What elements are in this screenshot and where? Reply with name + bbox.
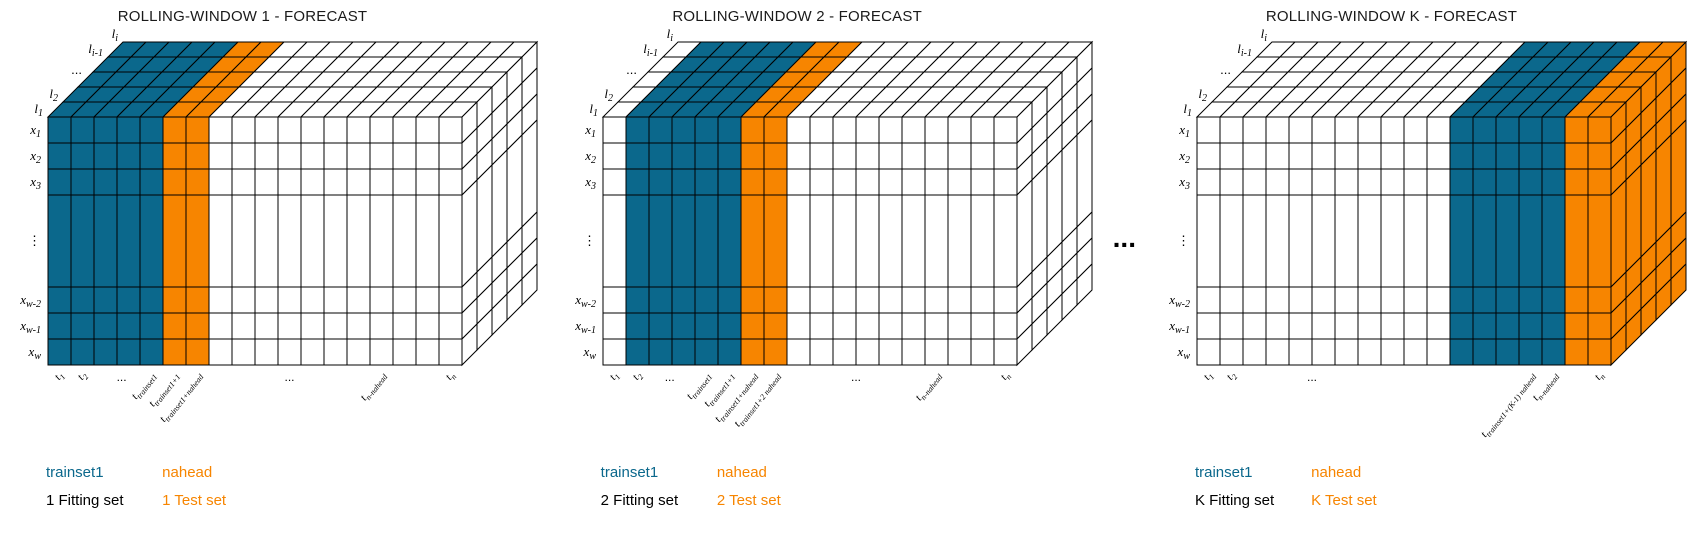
cube-front-face <box>602 116 1018 366</box>
svg-text:x2: x2 <box>29 148 41 166</box>
legend-color-row: trainset1 nahead <box>46 465 545 480</box>
legend: trainset1 nahead 2 Fitting set 2 Test se… <box>601 465 1100 508</box>
svg-text:...: ... <box>117 370 127 384</box>
svg-text:li: li <box>112 26 119 44</box>
legend: trainset1 nahead K Fitting set K Test se… <box>1195 465 1694 508</box>
svg-text:li-1: li-1 <box>1237 41 1252 59</box>
legend-test-set-label: K Test set <box>1311 492 1377 509</box>
legend: trainset1 nahead 1 Fitting set 1 Test se… <box>46 465 545 508</box>
cube-top-face <box>46 41 539 118</box>
ellipsis-separator: ... <box>1112 222 1136 253</box>
legend-fitting-set-label: 2 Fitting set <box>600 492 679 509</box>
svg-text:l2: l2 <box>604 86 613 104</box>
svg-text:t1: t1 <box>52 369 67 383</box>
svg-text:t2: t2 <box>1224 369 1239 383</box>
legend-nahead-label: nahead <box>1311 464 1362 481</box>
svg-text:l1: l1 <box>589 101 598 119</box>
svg-text:xw-1: xw-1 <box>1168 318 1190 336</box>
svg-text:x3: x3 <box>29 174 41 192</box>
svg-text:tn: tn <box>998 369 1013 383</box>
svg-text:tn-nahead: tn-nahead <box>913 369 945 405</box>
svg-text:t2: t2 <box>75 369 90 383</box>
svg-text:x3: x3 <box>584 174 596 192</box>
svg-text:li-1: li-1 <box>643 41 658 59</box>
svg-text:⋮: ⋮ <box>1177 233 1190 248</box>
legend-set-row: 2 Fitting set 2 Test set <box>601 493 1100 508</box>
svg-text:t1: t1 <box>607 369 622 383</box>
cube-right-face <box>1610 40 1687 367</box>
svg-text:⋮: ⋮ <box>583 233 596 248</box>
panel-title: ROLLING-WINDOW 2 - FORECAST <box>672 8 922 25</box>
legend-nahead-label: nahead <box>716 464 767 481</box>
svg-text:xw: xw <box>1177 344 1191 362</box>
svg-text:...: ... <box>664 370 674 384</box>
svg-text:xw: xw <box>582 344 596 362</box>
legend-color-row: trainset1 nahead <box>1195 465 1694 480</box>
panel-title: ROLLING-WINDOW 1 - FORECAST <box>117 8 368 25</box>
svg-text:...: ... <box>71 62 82 77</box>
svg-text:xw-1: xw-1 <box>19 318 41 336</box>
cube-front-face <box>47 116 463 366</box>
svg-text:xw-2: xw-2 <box>1168 292 1190 310</box>
svg-text:...: ... <box>284 370 294 384</box>
legend-color-row: trainset1 nahead <box>601 465 1100 480</box>
svg-text:xw-1: xw-1 <box>574 318 596 336</box>
legend-set-row: K Fitting set K Test set <box>1195 493 1694 508</box>
legend-test-set-label: 1 Test set <box>162 492 227 509</box>
svg-text:l1: l1 <box>34 101 43 119</box>
svg-text:li: li <box>666 26 673 44</box>
panel-title: ROLLING-WINDOW K - FORECAST <box>1265 8 1518 25</box>
legend-trainset-label: trainset1 <box>600 464 659 481</box>
svg-text:xw-2: xw-2 <box>574 292 596 310</box>
svg-text:...: ... <box>851 370 861 384</box>
svg-text:t2: t2 <box>630 369 645 383</box>
svg-text:xw: xw <box>28 344 42 362</box>
cube-diagram-window-k: x1 x2 x3 ⋮ xw-2 xw-1 xw l1 l2... li-1 li t1 t2 ... ttr… <box>1168 26 1688 441</box>
legend-set-row: 1 Fitting set 1 Test set <box>46 493 545 508</box>
svg-text:t1: t1 <box>1201 369 1216 383</box>
svg-text:...: ... <box>1220 62 1231 77</box>
legend-fitting-set-label: K Fitting set <box>1194 492 1275 509</box>
svg-text:x1: x1 <box>584 122 596 140</box>
svg-text:tn-nahead: tn-nahead <box>1530 369 1562 405</box>
panel-window-1: ROLLING-WINDOW 1 - FORECAST x1 x2 x3 ⋮ xw-2 x… <box>0 0 545 533</box>
svg-text:x1: x1 <box>1178 122 1190 140</box>
svg-text:x2: x2 <box>1178 148 1190 166</box>
legend-test-set-label: 2 Test set <box>716 492 781 509</box>
svg-text:x1: x1 <box>29 122 41 140</box>
svg-text:x3: x3 <box>1178 174 1190 192</box>
panel-window-2: ROLLING-WINDOW 2 - FORECAST x1 x2 x3 ⋮ xw-2 x… <box>555 0 1100 533</box>
svg-text:...: ... <box>626 62 637 77</box>
cube-top-face <box>601 41 1093 118</box>
svg-text:l1: l1 <box>1183 101 1192 119</box>
cube-right-face <box>461 40 538 367</box>
svg-text:tn: tn <box>1592 369 1607 383</box>
svg-text:ttrainset1+(K-1) nahead: ttrainset1+(K-1) nahead <box>1478 369 1539 441</box>
svg-text:li-1: li-1 <box>88 41 103 59</box>
svg-text:xw-2: xw-2 <box>19 292 41 310</box>
panel-window-k: ROLLING-WINDOW K - FORECAST x1 x2 x3 ⋮ xw-2 x… <box>1149 0 1694 533</box>
svg-text:x2: x2 <box>584 148 596 166</box>
svg-text:tn: tn <box>443 369 458 383</box>
legend-trainset-label: trainset1 <box>46 464 104 481</box>
svg-text:tn-nahead: tn-nahead <box>358 369 390 405</box>
svg-text:⋮: ⋮ <box>28 233 41 248</box>
legend-fitting-set-label: 1 Fitting set <box>46 492 124 509</box>
svg-text:l2: l2 <box>49 86 58 104</box>
svg-text:...: ... <box>1307 370 1317 384</box>
cube-top-face <box>1195 41 1688 118</box>
svg-text:l2: l2 <box>1198 86 1207 104</box>
legend-nahead-label: nahead <box>162 464 213 481</box>
legend-trainset-label: trainset1 <box>1194 464 1253 481</box>
cube-right-face <box>1016 40 1093 367</box>
svg-text:li: li <box>1261 26 1268 44</box>
cube-front-face <box>1196 116 1612 366</box>
